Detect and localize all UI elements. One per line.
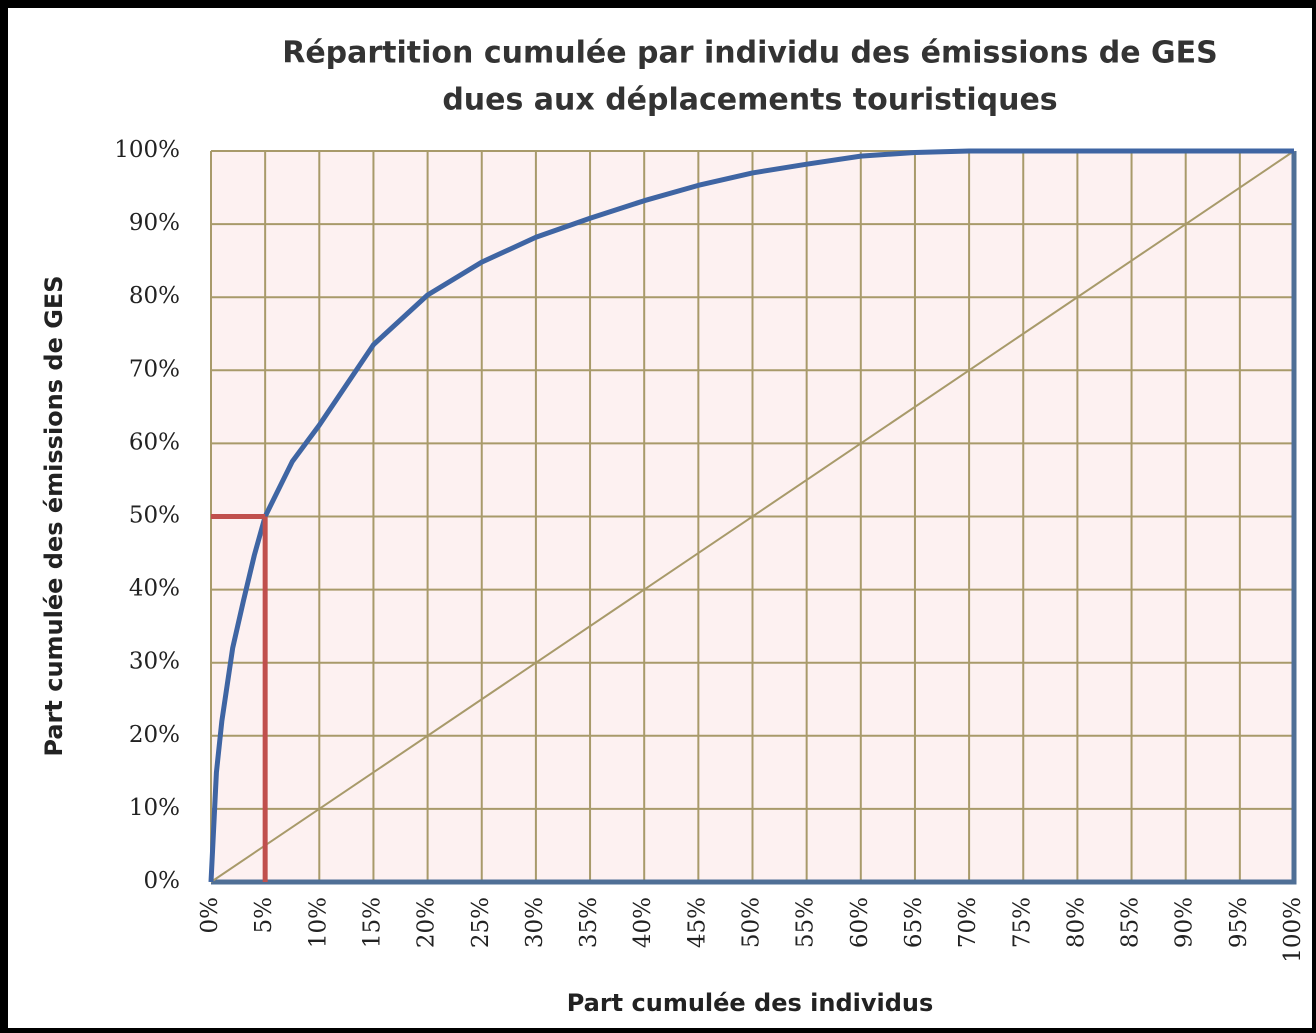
y-tick-label: 100% (114, 137, 180, 163)
x-tick-label: 5% (251, 897, 277, 934)
x-tick-label: 100% (1280, 897, 1306, 963)
axis-frame (211, 151, 1297, 885)
x-tick-label: 20% (414, 897, 440, 948)
x-tick-label: 15% (359, 897, 385, 948)
y-tick-label: 30% (129, 649, 180, 675)
x-axis-label: Part cumulée des individus (567, 989, 934, 1017)
x-tick-label: 95% (1226, 897, 1252, 948)
x-tick-label: 90% (1172, 897, 1198, 948)
chart-title: dues aux déplacements touristiques (442, 83, 1057, 118)
y-tick-label: 50% (129, 503, 180, 529)
x-tick-label: 65% (901, 897, 927, 948)
x-tick-label: 35% (576, 897, 602, 948)
x-tick-label: 10% (305, 897, 331, 948)
equality-line (210, 150, 1295, 883)
x-tick-label: 60% (847, 897, 873, 948)
x-tick-label: 85% (1118, 897, 1144, 948)
x-tick-label: 50% (739, 897, 765, 948)
x-tick-label: 30% (522, 897, 548, 948)
x-tick-label: 25% (468, 897, 494, 948)
x-tick-label: 80% (1063, 897, 1089, 948)
x-tick-label: 55% (793, 897, 819, 948)
y-tick-label: 70% (129, 356, 180, 382)
y-axis-label: Part cumulée des émissions de GES (40, 275, 68, 756)
curve (208, 148, 1294, 883)
y-tick-label: 60% (129, 429, 180, 455)
y-tick-label: 40% (129, 576, 180, 602)
x-tick-label: 70% (955, 897, 981, 948)
x-tick-label: 45% (684, 897, 710, 948)
y-tick-label: 20% (129, 722, 180, 748)
y-tick-label: 0% (144, 868, 181, 894)
y-tick-label: 80% (129, 283, 180, 309)
y-tick-label: 90% (129, 210, 180, 236)
chart-title: Répartition cumulée par individu des émi… (282, 36, 1218, 71)
x-tick-label: 40% (630, 897, 656, 948)
x-tick-label: 75% (1009, 897, 1035, 948)
y-tick-label: 10% (129, 795, 180, 821)
x-tick-label: 0% (197, 897, 223, 934)
